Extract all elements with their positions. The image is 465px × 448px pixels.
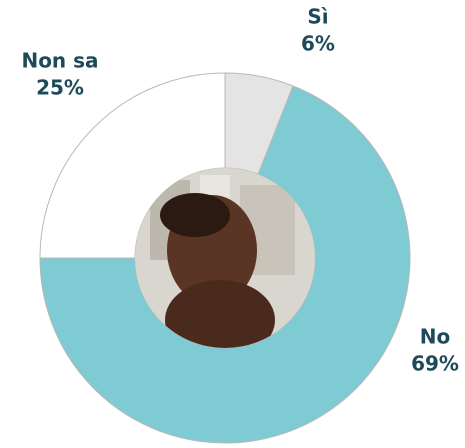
slice-label: Sì — [307, 5, 328, 29]
slice-value-label: 25% — [36, 76, 84, 100]
slice-label: No — [420, 325, 450, 349]
slice-value-label: 69% — [411, 352, 459, 376]
page: Sì6%No69%Non sa25% (() => { const data =… — [0, 0, 465, 448]
slice-label: Non sa — [21, 49, 98, 73]
slice-value-label: 6% — [301, 32, 335, 56]
chart: Sì 6% No 69% Non sa 25% — [0, 0, 465, 448]
